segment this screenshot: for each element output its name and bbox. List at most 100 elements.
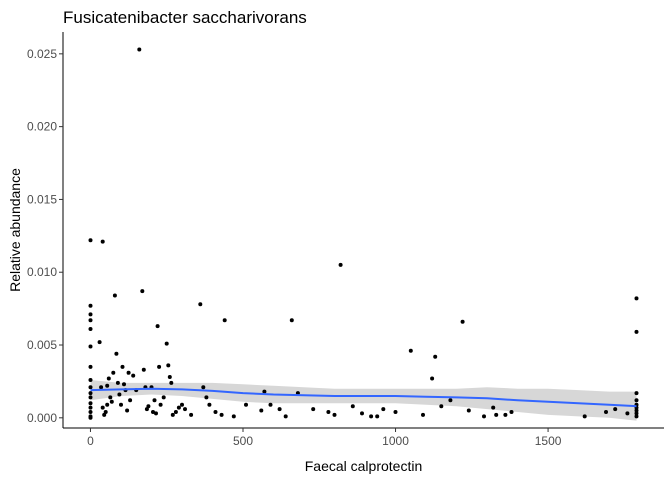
data-point xyxy=(88,401,93,406)
data-point xyxy=(99,385,104,390)
data-point xyxy=(634,391,639,396)
data-point xyxy=(88,327,93,331)
data-point xyxy=(97,340,102,345)
y-tick-label: 0.020 xyxy=(27,120,57,134)
data-point xyxy=(466,408,471,413)
data-point xyxy=(219,412,224,417)
data-point xyxy=(634,414,639,419)
data-point xyxy=(88,344,93,349)
data-point xyxy=(283,414,288,419)
data-point xyxy=(131,373,136,378)
data-point xyxy=(408,348,413,353)
data-point xyxy=(152,398,157,403)
data-point xyxy=(332,412,337,417)
data-point xyxy=(105,383,110,388)
data-point xyxy=(88,303,93,308)
data-point xyxy=(634,408,639,413)
y-tick-label: 0.010 xyxy=(27,265,57,279)
y-tick-label: 0.015 xyxy=(27,192,57,206)
data-point xyxy=(259,408,264,413)
x-axis-ticks: 0 500 1000 1500 xyxy=(87,428,562,448)
data-point xyxy=(167,375,172,379)
data-point xyxy=(634,411,639,416)
data-point xyxy=(114,351,119,356)
data-point xyxy=(88,318,93,323)
data-point xyxy=(277,407,282,412)
data-point xyxy=(198,302,203,307)
data-point xyxy=(88,238,93,243)
data-point xyxy=(100,239,105,244)
data-point xyxy=(582,414,587,419)
data-point xyxy=(634,398,639,403)
data-point xyxy=(126,370,131,375)
y-axis-title: Relative abundance xyxy=(7,168,23,292)
x-tick-label: 1000 xyxy=(382,434,409,448)
data-point xyxy=(128,398,133,403)
data-point xyxy=(88,378,93,382)
data-point xyxy=(430,376,435,381)
data-point xyxy=(154,411,158,416)
data-point xyxy=(137,47,142,52)
data-point xyxy=(88,405,93,410)
data-point xyxy=(170,412,175,417)
data-point xyxy=(289,318,294,323)
data-point xyxy=(183,407,187,412)
data-point xyxy=(448,398,453,403)
data-point xyxy=(119,402,123,407)
smooth-line-layer xyxy=(90,387,637,408)
data-point xyxy=(146,404,151,409)
chart-title: Fusicatenibacter saccharivorans xyxy=(63,8,307,27)
data-point xyxy=(88,410,93,414)
data-point xyxy=(88,385,93,390)
data-point xyxy=(350,404,355,409)
data-point xyxy=(482,414,486,419)
data-point xyxy=(262,389,267,394)
data-point xyxy=(491,405,496,410)
data-point xyxy=(122,382,126,387)
data-point xyxy=(189,412,194,417)
y-axis-ticks: 0.000 0.005 0.010 0.015 0.020 0.025 xyxy=(27,47,63,425)
data-point xyxy=(105,402,110,407)
x-tick-label: 0 xyxy=(87,434,94,448)
data-point xyxy=(140,289,145,294)
data-point xyxy=(112,293,117,298)
data-point xyxy=(338,262,343,267)
data-point xyxy=(161,395,166,400)
data-point xyxy=(369,414,374,419)
confidence-ribbon-layer xyxy=(90,380,637,421)
data-point xyxy=(604,410,608,414)
data-point xyxy=(509,410,514,414)
data-point xyxy=(204,395,209,400)
data-point xyxy=(268,402,273,407)
data-point xyxy=(222,318,227,323)
data-point xyxy=(494,412,499,417)
data-point xyxy=(88,364,93,369)
data-point xyxy=(613,407,618,412)
data-point xyxy=(166,363,171,368)
data-point xyxy=(115,380,120,385)
confidence-ribbon xyxy=(90,380,637,421)
data-point xyxy=(381,407,386,412)
data-point xyxy=(393,410,398,414)
data-point xyxy=(125,408,130,413)
data-point xyxy=(157,364,162,369)
data-point xyxy=(151,410,155,414)
x-tick-label: 500 xyxy=(233,434,253,448)
data-point xyxy=(311,407,316,412)
data-point xyxy=(180,402,184,407)
data-point xyxy=(100,405,105,410)
data-point xyxy=(155,324,160,329)
data-point xyxy=(88,415,93,420)
data-point xyxy=(439,404,444,409)
data-point xyxy=(176,405,181,410)
data-point xyxy=(625,411,630,416)
data-point xyxy=(109,399,114,404)
data-point xyxy=(375,414,380,419)
data-point xyxy=(326,410,331,414)
x-tick-label: 1500 xyxy=(535,434,562,448)
data-point xyxy=(117,392,122,397)
y-tick-label: 0.025 xyxy=(27,47,57,61)
data-point xyxy=(207,402,212,407)
data-point xyxy=(158,402,163,407)
